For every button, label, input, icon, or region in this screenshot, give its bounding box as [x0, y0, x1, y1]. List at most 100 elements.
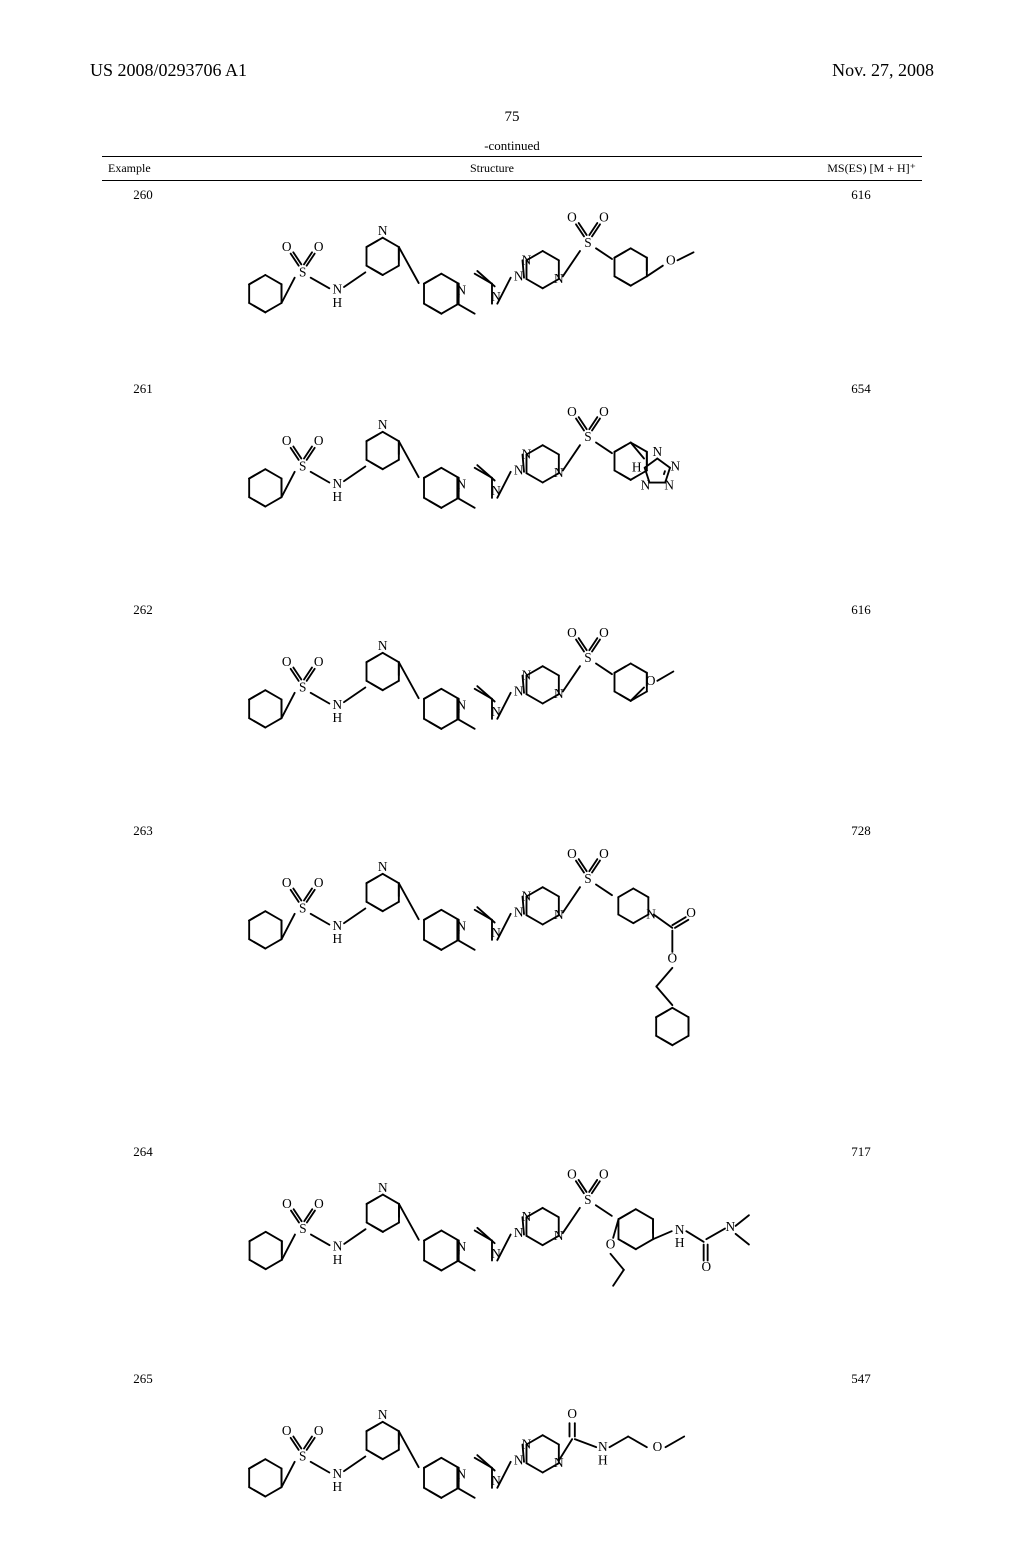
svg-text:N: N — [457, 919, 467, 934]
svg-text:O: O — [599, 210, 609, 225]
cell-structure: SOONHNNNNNNONHO — [184, 1365, 800, 1566]
svg-text:S: S — [299, 901, 306, 916]
svg-text:H: H — [598, 1453, 608, 1468]
svg-text:N: N — [641, 477, 651, 492]
cell-example: 265 — [102, 1365, 184, 1566]
cell-ms: 728 — [800, 817, 922, 1138]
svg-text:O: O — [599, 625, 609, 640]
table-row: 265SOONHNNNNNNONHO547 — [102, 1365, 922, 1566]
svg-text:N: N — [491, 289, 501, 304]
page-header: US 2008/0293706 A1 Nov. 27, 2008 — [90, 60, 934, 81]
svg-text:O: O — [282, 875, 292, 890]
svg-text:O: O — [314, 875, 324, 890]
chemical-structure: SOONHNNNNNNSOONOO — [212, 823, 772, 1130]
cell-ms: 717 — [800, 1138, 922, 1365]
svg-text:H: H — [333, 931, 343, 946]
cell-example: 264 — [102, 1138, 184, 1365]
svg-text:N: N — [653, 444, 663, 459]
svg-text:N: N — [378, 1180, 388, 1195]
svg-text:N: N — [491, 1246, 501, 1261]
chemical-structure: SOONHNNNNNNSOOONHON — [212, 1144, 772, 1357]
chemical-structure: SOONHNNNNNNSOONNNNH — [212, 381, 772, 588]
svg-text:N: N — [664, 477, 674, 492]
table-body: 260SOONHNNNNNNSOOO616261SOONHNNNNNNSOONN… — [102, 181, 922, 1566]
svg-text:H: H — [675, 1235, 685, 1250]
svg-text:N: N — [378, 223, 388, 238]
svg-text:N: N — [554, 465, 564, 480]
cell-example: 260 — [102, 181, 184, 376]
cell-structure: SOONHNNNNNNSOOO — [184, 596, 800, 817]
svg-text:N: N — [554, 1455, 564, 1470]
svg-text:N: N — [491, 483, 501, 498]
svg-text:N: N — [457, 1239, 467, 1254]
svg-text:N: N — [725, 1219, 735, 1234]
table-row: 261SOONHNNNNNNSOONNNNH654 — [102, 375, 922, 596]
svg-text:O: O — [567, 210, 577, 225]
svg-text:O: O — [314, 433, 324, 448]
examples-table: Example Structure MS(ES) [M + H]⁺ 260SOO… — [102, 156, 922, 1566]
svg-text:O: O — [567, 1167, 577, 1182]
svg-text:S: S — [299, 1449, 306, 1464]
chemical-structure: SOONHNNNNNNSOOO — [212, 602, 772, 809]
svg-text:O: O — [314, 1423, 324, 1438]
svg-text:H: H — [333, 710, 343, 725]
svg-text:N: N — [457, 698, 467, 713]
svg-text:O: O — [282, 239, 292, 254]
cell-example: 262 — [102, 596, 184, 817]
cell-ms: 654 — [800, 375, 922, 596]
svg-text:N: N — [554, 1228, 564, 1243]
table-row: 260SOONHNNNNNNSOOO616 — [102, 181, 922, 376]
svg-text:N: N — [514, 684, 524, 699]
svg-text:O: O — [567, 404, 577, 419]
col-ms: MS(ES) [M + H]⁺ — [800, 157, 922, 181]
svg-text:N: N — [378, 1407, 388, 1422]
cell-structure: SOONHNNNNNNSOONOO — [184, 817, 800, 1138]
svg-text:H: H — [333, 295, 343, 310]
svg-text:S: S — [584, 650, 591, 665]
cell-example: 263 — [102, 817, 184, 1138]
svg-text:N: N — [491, 925, 501, 940]
cell-ms: 616 — [800, 596, 922, 817]
cell-ms: 547 — [800, 1365, 922, 1566]
svg-text:O: O — [646, 673, 656, 688]
chemical-structure: SOONHNNNNNNONHO — [212, 1371, 772, 1558]
svg-text:N: N — [554, 686, 564, 701]
svg-text:N: N — [378, 638, 388, 653]
page-number: 75 — [90, 109, 934, 126]
svg-text:O: O — [686, 905, 696, 920]
doc-number: US 2008/0293706 A1 — [90, 60, 247, 81]
svg-text:N: N — [491, 704, 501, 719]
svg-text:N: N — [457, 282, 467, 297]
cell-ms: 616 — [800, 181, 922, 376]
svg-text:N: N — [646, 907, 656, 922]
data-table: -continued Example Structure MS(ES) [M +… — [102, 138, 922, 1566]
table-row: 264SOONHNNNNNNSOOONHON717 — [102, 1138, 922, 1365]
svg-text:O: O — [567, 1406, 577, 1421]
page: US 2008/0293706 A1 Nov. 27, 2008 75 -con… — [0, 0, 1024, 1320]
svg-text:S: S — [299, 264, 306, 279]
svg-text:N: N — [514, 463, 524, 478]
svg-text:O: O — [606, 1237, 616, 1252]
svg-text:S: S — [299, 1221, 306, 1236]
cell-structure: SOONHNNNNNNSOOONHON — [184, 1138, 800, 1365]
svg-text:S: S — [299, 459, 306, 474]
cell-example: 261 — [102, 375, 184, 596]
pub-date: Nov. 27, 2008 — [832, 60, 934, 81]
svg-text:S: S — [584, 871, 591, 886]
table-header-row: Example Structure MS(ES) [M + H]⁺ — [102, 157, 922, 181]
svg-text:N: N — [554, 907, 564, 922]
svg-text:O: O — [653, 1439, 663, 1454]
table-caption: -continued — [102, 138, 922, 154]
svg-text:O: O — [282, 433, 292, 448]
svg-text:H: H — [333, 1252, 343, 1267]
svg-text:N: N — [514, 1225, 524, 1240]
col-example: Example — [102, 157, 184, 181]
svg-text:N: N — [457, 477, 467, 492]
svg-text:O: O — [668, 951, 678, 966]
svg-text:O: O — [567, 846, 577, 861]
svg-text:O: O — [314, 654, 324, 669]
svg-text:N: N — [378, 417, 388, 432]
svg-text:O: O — [599, 404, 609, 419]
cell-structure: SOONHNNNNNNSOOO — [184, 181, 800, 376]
svg-text:N: N — [491, 1473, 501, 1488]
